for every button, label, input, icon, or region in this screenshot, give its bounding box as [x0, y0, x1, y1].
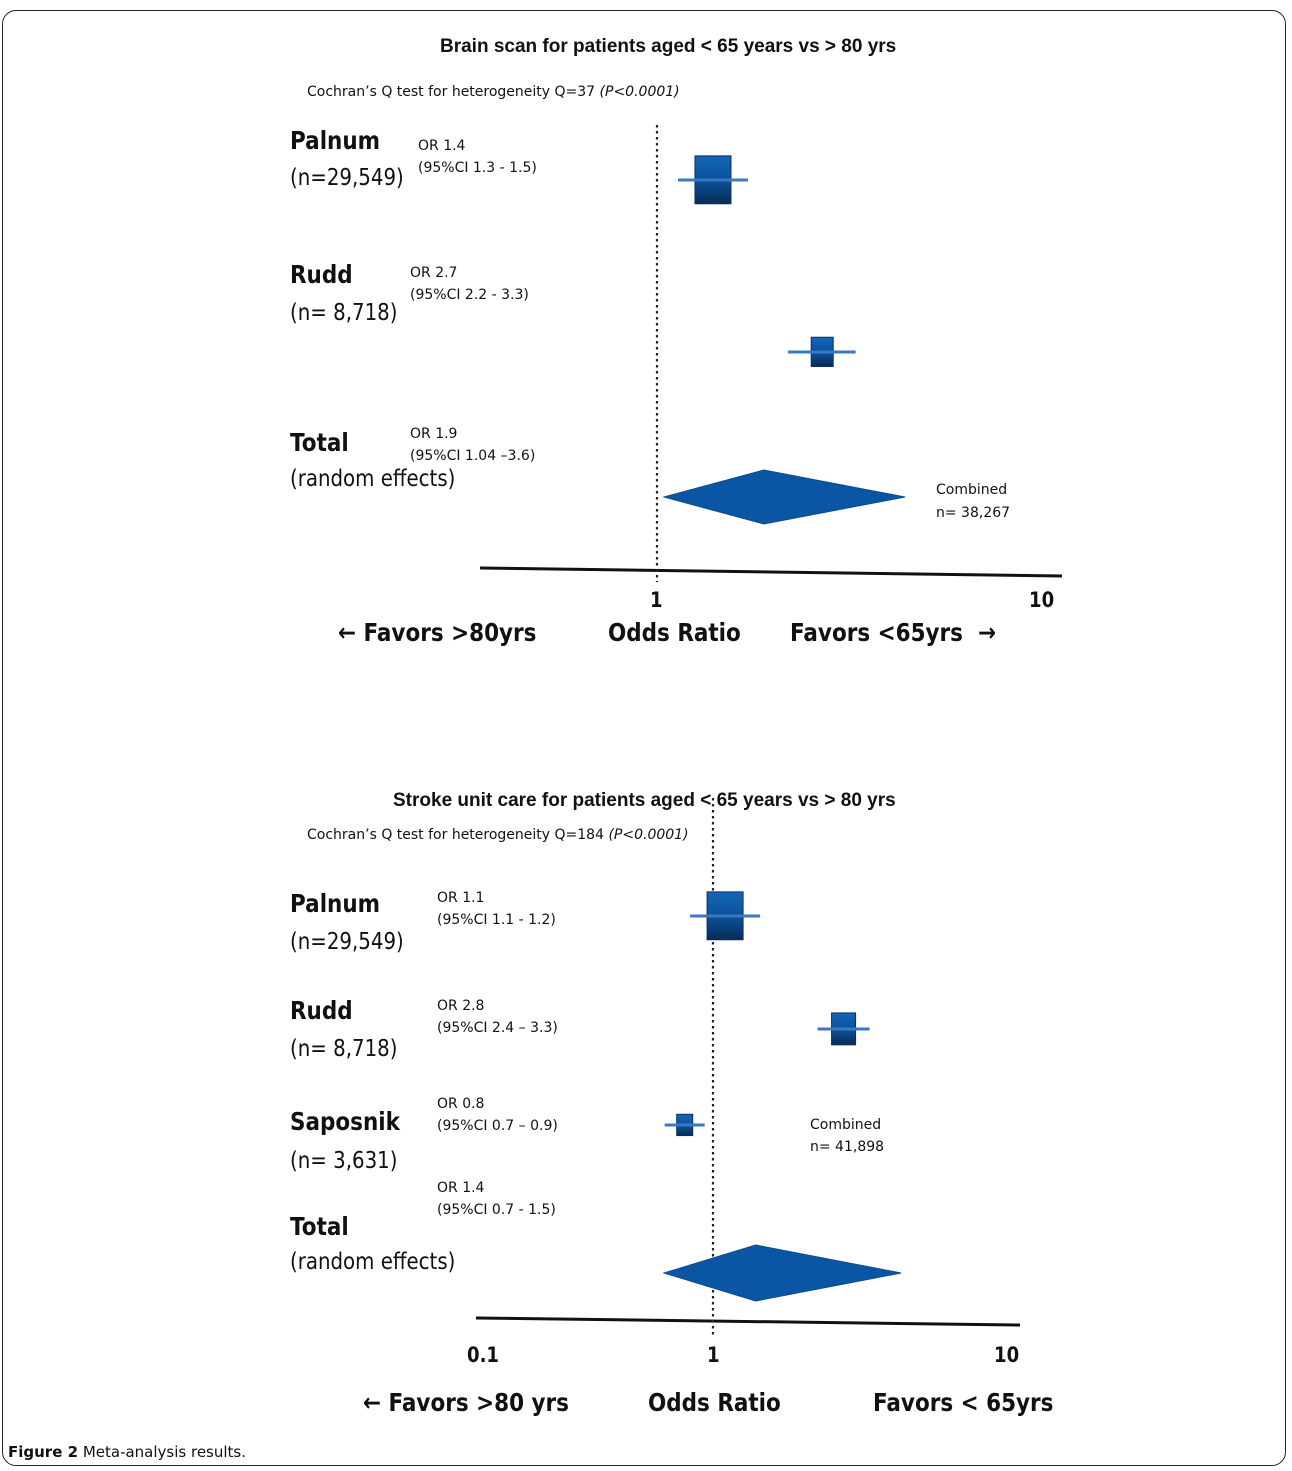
- x-axis-line: [475, 1316, 1021, 1327]
- chart-2-title: Stroke unit care for patients aged < 65 …: [393, 790, 896, 811]
- total-ci-label: (95%CI 1.04 –3.6): [410, 448, 536, 464]
- study-n: (n= 3,631): [290, 1148, 398, 1174]
- chart-2-heterogeneity: Cochran’s Q test for heterogeneity Q=184…: [307, 827, 689, 843]
- total-name: Total: [290, 1212, 349, 1241]
- x-axis-label: Odds Ratio: [648, 1388, 781, 1417]
- x-tick-label: 0.1: [467, 1343, 499, 1367]
- total-or-label: OR 1.4: [437, 1180, 485, 1196]
- caption-label: Figure 2: [8, 1443, 79, 1461]
- caption-text: Meta-analysis results: [82, 1443, 242, 1461]
- study-name: Rudd: [290, 996, 353, 1025]
- study-name: Palnum: [290, 126, 381, 155]
- total-n: (random effects): [290, 1249, 456, 1275]
- study-ci-label: (95%CI 1.1 - 1.2): [437, 912, 556, 928]
- x-tick-label: 10: [994, 1343, 1020, 1367]
- study-name: Saposnik: [290, 1107, 400, 1136]
- study-ci-label: (95%CI 2.2 - 3.3): [410, 287, 529, 303]
- total-ci-label: (95%CI 0.7 - 1.5): [437, 1202, 556, 1218]
- study-ci-label: (95%CI 1.3 - 1.5): [418, 160, 537, 176]
- x-tick-label: 1: [707, 1343, 720, 1367]
- total-n: (random effects): [290, 466, 456, 492]
- study-n: (n=29,549): [290, 929, 404, 955]
- study-or-label: OR 2.8: [437, 998, 485, 1014]
- study-n: (n=29,549): [290, 165, 404, 191]
- favors-left-label: ← Favors >80yrs: [338, 618, 537, 647]
- forest-plot-2-canvas: [475, 798, 1021, 1338]
- favors-right-label: Favors <65yrs: [790, 618, 963, 647]
- combined-n: n= 41,898: [810, 1139, 885, 1155]
- study-name: Rudd: [290, 260, 353, 289]
- x-axis-line: [479, 566, 1063, 578]
- x-tick-label: 10: [1029, 588, 1055, 612]
- combined-label: Combined: [810, 1117, 882, 1133]
- combined-label: Combined: [936, 482, 1008, 498]
- study-or-label: OR 2.7: [410, 265, 458, 281]
- figure-caption: Figure 2 Meta-analysis results.: [8, 1443, 246, 1461]
- caption-end: .: [241, 1443, 247, 1461]
- study-or-label: OR 1.4: [418, 138, 466, 154]
- figure-frame: [2, 10, 1286, 1466]
- forest-plot-brain-scan: Brain scan for patients aged < 65 years …: [0, 0, 1292, 700]
- study-or-label: OR 1.1: [437, 890, 485, 906]
- study-n: (n= 8,718): [290, 1036, 398, 1062]
- total-name: Total: [290, 428, 349, 457]
- forest-plot-1-canvas: [479, 125, 1063, 582]
- forest-plot-stroke-unit: Stroke unit care for patients aged < 65 …: [290, 790, 1054, 1417]
- chart-1-title: Brain scan for patients aged < 65 years …: [440, 36, 897, 57]
- pooled-estimate-diamond: [662, 469, 906, 525]
- study-ci-label: (95%CI 0.7 – 0.9): [437, 1118, 558, 1134]
- favors-left-label: ← Favors >80 yrs: [363, 1388, 569, 1417]
- study-name: Palnum: [290, 889, 381, 918]
- pooled-estimate-diamond: [662, 1244, 902, 1302]
- study-ci-label: (95%CI 2.4 – 3.3): [437, 1020, 558, 1036]
- chart-1-heterogeneity: Cochran’s Q test for heterogeneity Q=37 …: [307, 84, 680, 100]
- study-n: (n= 8,718): [290, 300, 398, 326]
- favors-right-arrow: →: [978, 618, 997, 647]
- combined-n: n= 38,267: [936, 505, 1011, 521]
- x-tick-label: 1: [650, 588, 663, 612]
- study-or-label: OR 0.8: [437, 1096, 485, 1112]
- x-axis-label: Odds Ratio: [608, 618, 741, 647]
- favors-right-label: Favors < 65yrs: [873, 1388, 1054, 1417]
- total-or-label: OR 1.9: [410, 426, 458, 442]
